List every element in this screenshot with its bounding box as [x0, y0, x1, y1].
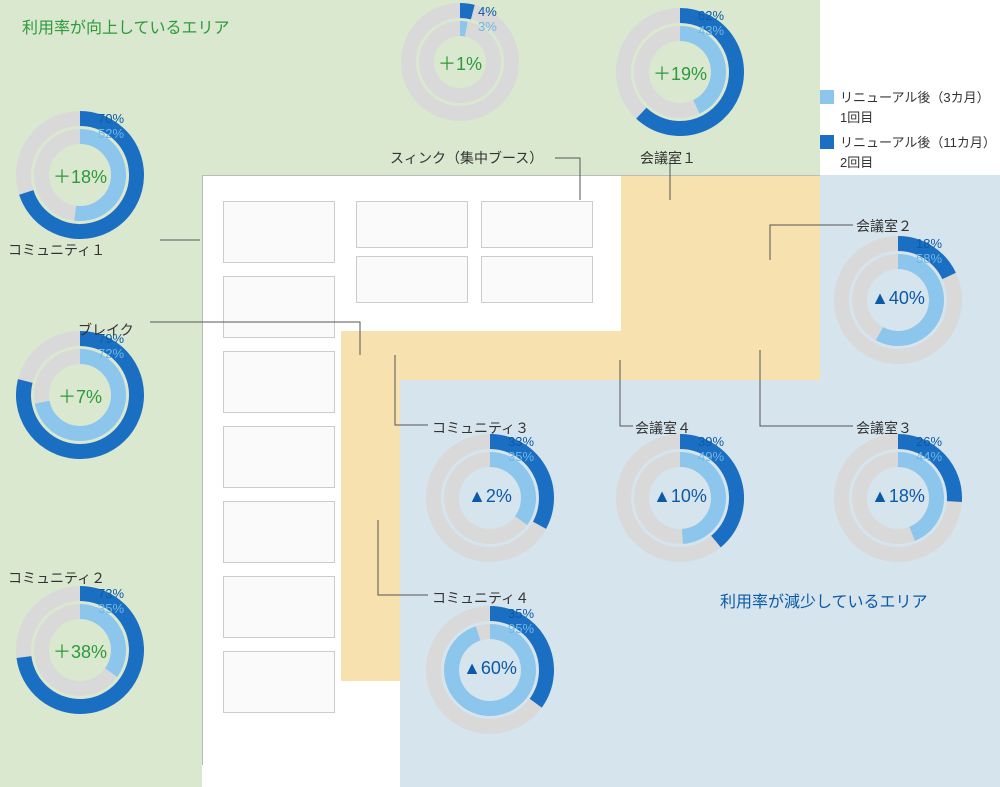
floorplan-desk [223, 201, 335, 263]
delta-kaigi2: ▲40% [858, 288, 938, 309]
delta-community4: ▲60% [450, 658, 530, 679]
title-increasing: 利用率が向上しているエリア [22, 14, 230, 38]
floorplan-desk [223, 276, 335, 338]
floorplan-desk [223, 426, 335, 488]
label-community4: コミュニティ４ [432, 588, 529, 608]
floorplan-desk [481, 201, 593, 248]
delta-community1: ＋18% [40, 163, 120, 189]
floorplan-desk [481, 256, 593, 303]
label-kaigi3: 会議室３ [856, 418, 912, 438]
label-community3: コミュニティ３ [432, 418, 529, 438]
floorplan-highlight [341, 331, 621, 381]
label-community2: コミュニティ２ [8, 568, 105, 588]
floorplan-desk [223, 576, 335, 638]
delta-think: ＋1% [420, 50, 500, 76]
floorplan-highlight [341, 381, 401, 681]
label-think: スィンク（集中ブース） [390, 148, 543, 168]
pct-think: 4%3% [478, 5, 497, 35]
title-decreasing: 利用率が減少しているエリア [720, 588, 928, 612]
floorplan-desk [223, 501, 335, 563]
legend: リニューアル後（3カ月）1回目リニューアル後（11カ月）2回目 [820, 88, 996, 178]
pct-community4: 35%95% [508, 607, 534, 637]
delta-kaigi4: ▲10% [640, 486, 720, 507]
label-kaigi4: 会議室４ [635, 418, 691, 438]
delta-break: ＋7% [40, 383, 120, 409]
delta-kaigi3: ▲18% [858, 486, 938, 507]
pct-community1: 70%52% [98, 112, 124, 142]
pct-community2: 73%35% [98, 587, 124, 617]
pct-kaigi1: 62%43% [698, 9, 724, 39]
legend-item: リニューアル後（3カ月）1回目 [820, 88, 996, 127]
legend-item: リニューアル後（11カ月）2回目 [820, 133, 996, 172]
floorplan-desk [223, 351, 335, 413]
label-kaigi2: 会議室２ [856, 216, 912, 236]
floorplan-desk [356, 256, 468, 303]
label-community1: コミュニティ１ [8, 240, 105, 260]
pct-kaigi4: 39%49% [698, 435, 724, 465]
label-kaigi1: 会議室１ [640, 148, 696, 168]
label-break: ブレイク [78, 320, 134, 340]
delta-community3: ▲2% [450, 486, 530, 507]
floorplan-desk [223, 651, 335, 713]
delta-community2: ＋38% [40, 638, 120, 664]
floorplan-desk [356, 201, 468, 248]
pct-kaigi3: 26%44% [916, 435, 942, 465]
pct-community3: 33%35% [508, 435, 534, 465]
pct-kaigi2: 18%58% [916, 237, 942, 267]
floorplan-highlight [621, 176, 821, 381]
delta-kaigi1: ＋19% [640, 60, 720, 86]
